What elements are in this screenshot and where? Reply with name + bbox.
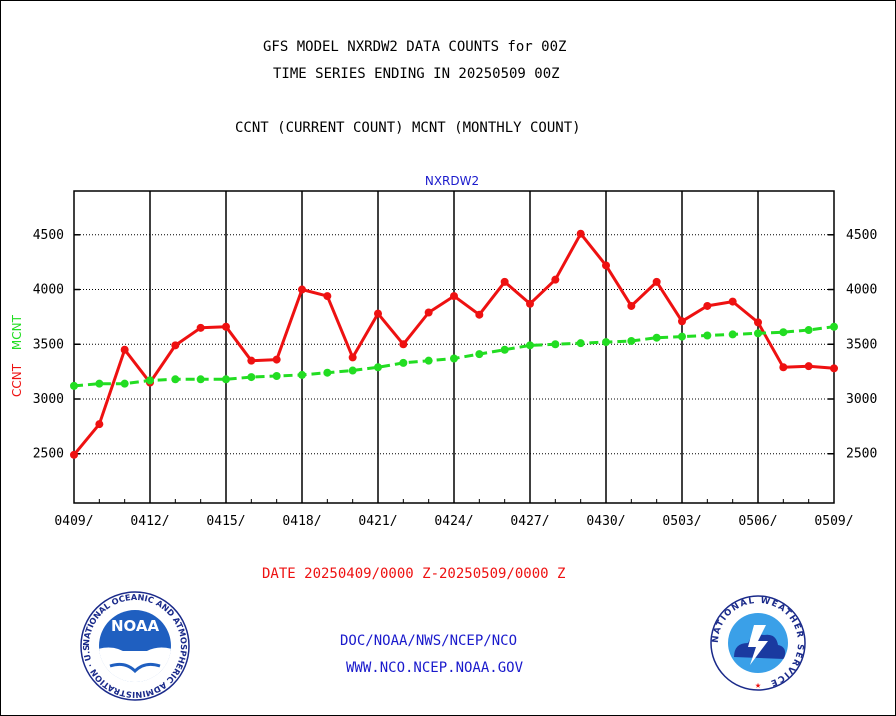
x-tick-label: 0430/ [586,514,625,529]
y-tick-label-left: 3000 [33,392,64,407]
point-mcnt [424,356,433,365]
point-ccnt [500,277,509,286]
y-tick-label-right: 2500 [846,447,877,462]
point-mcnt [298,370,306,379]
point-mcnt [399,358,408,367]
point-ccnt [728,297,737,306]
point-mcnt [348,366,357,375]
page-title-line3: CCNT (CURRENT COUNT) MCNT (MONTHLY COUNT… [235,120,581,136]
plot-area: 2500 2500 3000 3000 3500 3500 4000 4000 4500 4500… [33,190,877,529]
point-mcnt [500,345,509,354]
point-ccnt [703,301,712,310]
y-axis-label: CCNT MCNT [10,314,24,397]
y-tick-label-left: 4500 [33,228,64,243]
point-ccnt [95,420,104,429]
page-title-line2: TIME SERIES ENDING IN 20250509 00Z [273,66,560,82]
point-ccnt [804,362,813,371]
point-ccnt [627,301,636,310]
point-mcnt [196,375,205,384]
point-mcnt [728,330,737,339]
x-tick-label: 0506/ [738,514,777,529]
x-tick-label: 0412/ [130,514,169,529]
point-ccnt [298,285,306,294]
y-tick-label-left: 2500 [33,447,64,462]
x-tick-label: 0415/ [206,514,245,529]
y-axis-label-ccnt: CCNT [10,363,24,397]
point-mcnt [323,368,332,377]
point-mcnt [374,363,382,372]
point-mcnt [830,322,838,331]
point-ccnt [222,322,230,331]
point-ccnt [171,341,180,350]
page-title-line1: GFS MODEL NXRDW2 DATA COUNTS for 00Z [263,39,567,55]
y-tick-label-right: 3000 [846,392,877,407]
point-mcnt [450,354,458,363]
point-mcnt [804,326,813,335]
point-mcnt [222,375,230,384]
nws-logo: NATIONAL WEATHER SERVICE ★ [710,595,806,691]
point-mcnt [70,381,78,390]
x-tick-label: 0427/ [510,514,549,529]
point-ccnt [399,340,408,349]
point-mcnt [526,341,534,350]
point-ccnt [348,353,357,362]
x-tick-label: 0509/ [814,514,853,529]
point-ccnt [475,310,484,319]
point-ccnt [247,356,256,365]
point-mcnt [171,375,180,384]
point-mcnt [652,333,661,342]
point-mcnt [247,373,256,382]
point-mcnt [95,379,104,388]
point-mcnt [475,350,484,359]
point-ccnt [323,292,332,301]
point-mcnt [120,379,129,388]
point-ccnt [272,355,281,364]
point-ccnt [526,299,534,308]
y-tick-label-right: 4000 [846,283,877,298]
noaa-logo-label: NOAA [111,617,160,635]
point-mcnt [146,376,154,385]
x-tick-label: 0409/ [54,514,93,529]
point-ccnt [70,450,78,459]
org-label: DOC/NOAA/NWS/NCEP/NCO [340,633,518,649]
point-ccnt [551,275,560,284]
x-tick-label: 0503/ [662,514,701,529]
point-mcnt [576,339,585,348]
point-ccnt [450,292,458,301]
point-mcnt [627,336,636,345]
point-mcnt [678,332,686,341]
point-ccnt [652,277,661,286]
x-tick-label: 0421/ [358,514,397,529]
point-ccnt [678,317,686,326]
y-tick-label-left: 3500 [33,337,64,352]
noaa-logo: NATIONAL OCEANIC AND ATMOSPHERIC ADMINIS… [80,591,190,701]
y-tick-label-right: 3500 [846,337,877,352]
point-mcnt [602,338,610,347]
point-ccnt [120,345,129,354]
point-mcnt [754,329,762,338]
nws-star-icon: ★ [755,680,761,691]
y-tick-label-right: 4500 [846,228,877,243]
x-tick-label: 0418/ [282,514,321,529]
x-tick-label: 0424/ [434,514,473,529]
point-mcnt [272,372,281,381]
point-ccnt [424,308,433,317]
website-label: WWW.NCO.NCEP.NOAA.GOV [346,660,524,676]
point-ccnt [374,309,382,318]
y-tick-label-left: 4000 [33,283,64,298]
point-ccnt [754,318,762,327]
point-ccnt [602,261,610,270]
point-ccnt [830,364,838,373]
point-ccnt [779,363,788,372]
y-axis-label-mcnt: MCNT [10,314,24,350]
chart-title: NXRDW2 [425,174,479,188]
point-mcnt [703,331,712,340]
point-ccnt [196,323,205,332]
point-ccnt [576,229,585,238]
date-range-label: DATE 20250409/0000 Z-20250509/0000 Z [262,566,566,582]
point-mcnt [779,328,788,337]
point-mcnt [551,340,560,349]
